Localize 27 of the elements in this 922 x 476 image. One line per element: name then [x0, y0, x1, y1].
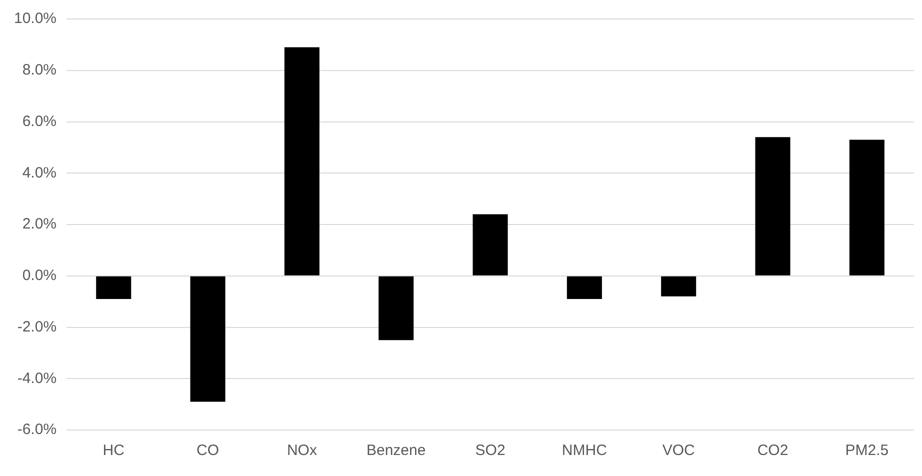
x-tick-label: NOx	[286, 442, 318, 460]
bar	[284, 47, 320, 276]
x-tick-label: CO2	[757, 442, 788, 460]
y-tick-label: 0.0%	[22, 267, 57, 284]
x-tick-label: NMHC	[562, 442, 608, 460]
x-tick-label: VOC	[662, 442, 696, 460]
bar	[849, 140, 884, 276]
x-tick-label: Benzene	[366, 442, 426, 460]
x-tick-label: PM2.5	[845, 442, 889, 460]
x-tick-label: CO	[196, 442, 220, 460]
bar	[96, 276, 132, 299]
bar	[190, 276, 226, 402]
bar	[378, 276, 414, 340]
y-tick-label: -4.0%	[17, 370, 57, 387]
y-tick-label: -2.0%	[17, 318, 57, 336]
y-tick-label: 10.0%	[14, 10, 57, 28]
bar	[472, 214, 508, 276]
bar	[661, 276, 696, 296]
y-tick-label: -6.0%	[17, 421, 57, 438]
y-tick-label: 8.0%	[22, 62, 57, 79]
x-tick-label: SO2	[475, 442, 506, 460]
x-tick-label: HC	[102, 442, 125, 460]
y-tick-label: 6.0%	[22, 112, 57, 130]
y-tick-label: 4.0%	[22, 164, 57, 182]
bar	[566, 276, 602, 299]
y-tick-label: 2.0%	[22, 216, 57, 233]
bar	[755, 137, 790, 276]
